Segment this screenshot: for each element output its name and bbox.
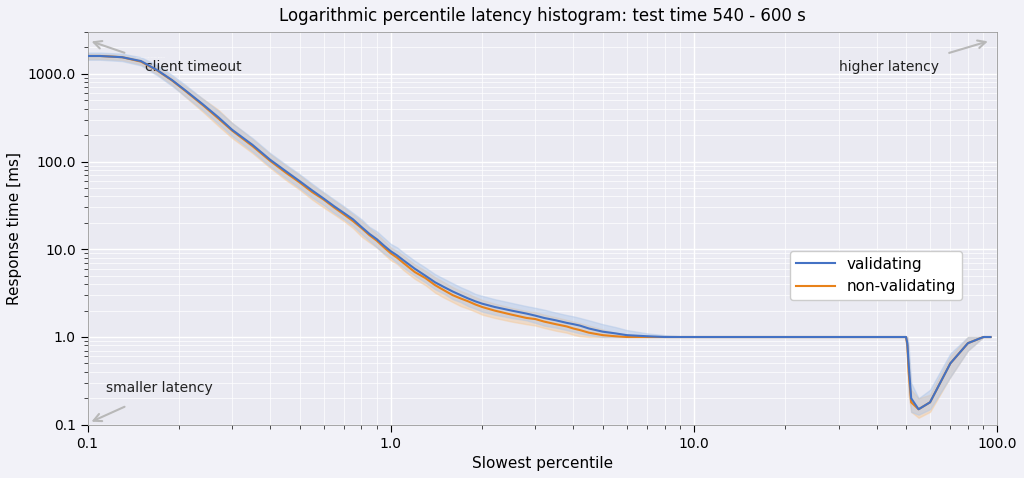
validating — [977, 334, 989, 340]
validating — [378, 243, 390, 249]
Legend: validating, non-validating: validating, non-validating — [791, 250, 963, 300]
non-validating — [82, 53, 94, 59]
X-axis label: Slowest percentile: Slowest percentile — [472, 456, 613, 471]
non-validating — [984, 334, 996, 340]
Text: client timeout: client timeout — [145, 60, 242, 74]
non-validating — [166, 77, 178, 83]
validating — [538, 315, 550, 321]
validating — [984, 334, 996, 340]
validating — [82, 53, 94, 59]
Line: validating: validating — [88, 56, 990, 409]
Y-axis label: Response time [ms]: Response time [ms] — [7, 152, 22, 305]
validating — [385, 249, 397, 254]
Text: higher latency: higher latency — [839, 60, 939, 74]
validating — [912, 406, 925, 412]
non-validating — [538, 319, 550, 325]
non-validating — [378, 245, 390, 250]
non-validating — [977, 334, 989, 340]
non-validating — [912, 406, 925, 412]
Text: Logarithmic percentile latency histogram: Logarithmic percentile latency histogram — [136, 57, 166, 58]
Line: non-validating: non-validating — [88, 56, 990, 409]
non-validating — [293, 179, 305, 185]
validating — [166, 77, 178, 83]
Title: Logarithmic percentile latency histogram: test time 540 - 600 s: Logarithmic percentile latency histogram… — [279, 7, 806, 25]
non-validating — [385, 250, 397, 256]
Text: smaller latency: smaller latency — [105, 380, 213, 395]
validating — [293, 178, 305, 184]
